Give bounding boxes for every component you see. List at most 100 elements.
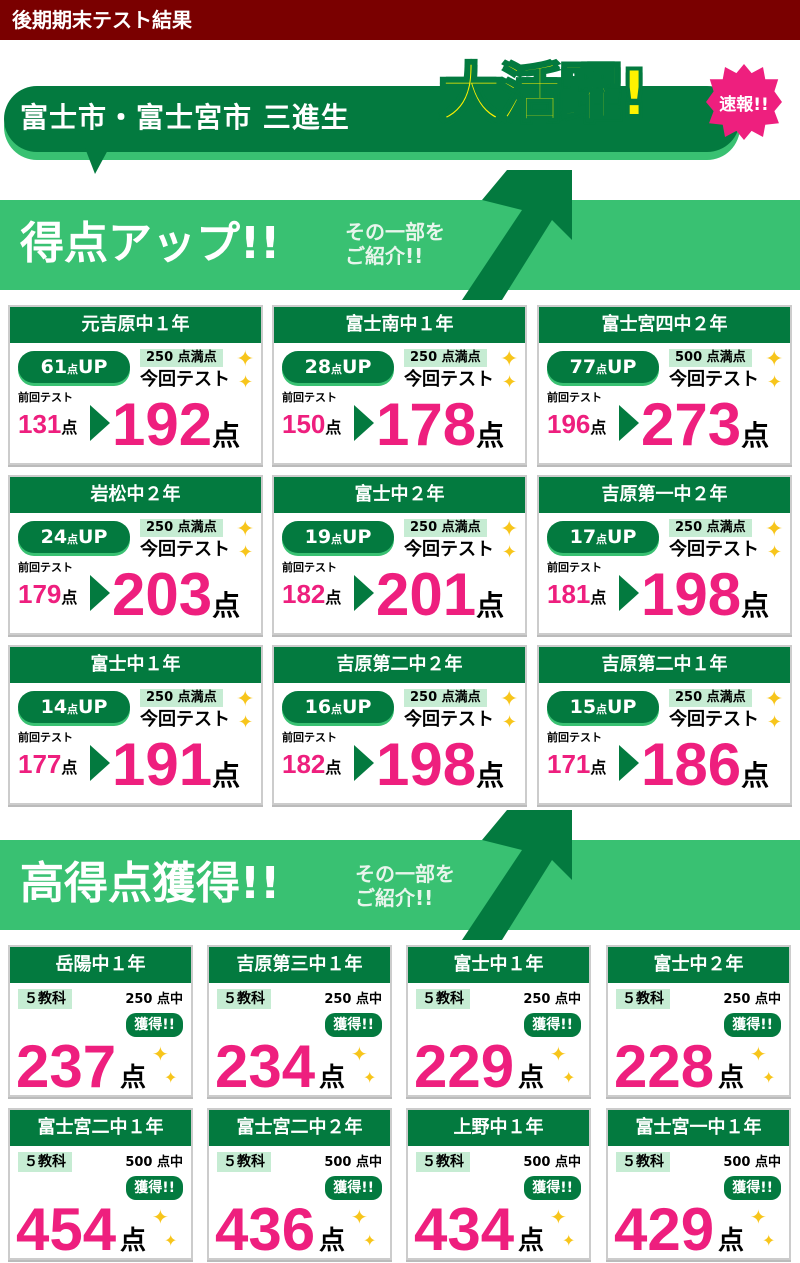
points-up-bubble: 28点UP [282, 351, 394, 383]
previous-score: 182点 [282, 749, 341, 783]
previous-test-label: 前回テスト [18, 391, 73, 404]
unit: 点 [325, 418, 342, 437]
unit: 点 [325, 588, 342, 607]
score: 229 [414, 1033, 515, 1100]
sparkle-icon: ✦ [238, 372, 254, 393]
unit: 点 [61, 758, 78, 777]
max-score: 250 点中 [723, 992, 781, 1007]
school-name: 元吉原中１年 [10, 307, 261, 343]
points-up-bubble: 17点UP [547, 521, 659, 553]
achieved-bubble: 獲得!! [724, 1013, 781, 1037]
banner-bubble [4, 86, 740, 152]
points-up-bubble: 16点UP [282, 691, 394, 723]
unit: 点 [212, 589, 241, 622]
value: 179 [18, 579, 62, 609]
unit: 点 [596, 363, 608, 376]
score-up-card: 吉原第一中２年 17点UP 250 点満点 今回テスト ✦ ✦ 前回テスト 18… [537, 475, 792, 635]
achieved-bubble: 獲得!! [126, 1176, 183, 1200]
max-score: 250 点中 [125, 992, 183, 1007]
previous-score: 171点 [547, 749, 606, 783]
sparkle-icon: ✦ [502, 372, 518, 393]
achieved-bubble: 獲得!! [126, 1013, 183, 1037]
previous-score: 177点 [18, 749, 77, 783]
triangle-arrow-icon [90, 405, 110, 441]
triangle-arrow-icon [619, 405, 639, 441]
school-name: 富士南中１年 [274, 307, 525, 343]
up-value: 14 [40, 696, 68, 718]
max-score: 500 点満点 [669, 349, 752, 367]
achieved-bubble: 獲得!! [325, 1013, 382, 1037]
achieved-bubble: 獲得!! [524, 1013, 581, 1037]
point-unit: 点 [718, 1063, 745, 1093]
school-name: 富士宮二中１年 [10, 1110, 191, 1146]
score: 434 [414, 1196, 515, 1263]
triangle-arrow-icon [354, 575, 374, 611]
sub-line: その一部を [355, 862, 455, 886]
school-name: 吉原第一中２年 [539, 477, 790, 513]
current-test-label: 今回テスト [669, 539, 759, 560]
sub-line: ご紹介!! [345, 244, 424, 268]
unit: 点 [61, 588, 78, 607]
unit: 点 [325, 758, 342, 777]
sparkle-icon: ✦ [351, 1205, 368, 1229]
point-unit: 点 [718, 1226, 745, 1256]
high-score-card: 富士宮二中２年 ５教科 500 点中 獲得!! 436 点 ✦ ✦ [207, 1108, 392, 1260]
score: 234 [215, 1033, 316, 1100]
up-value: 16 [304, 696, 332, 718]
previous-score: 131点 [18, 409, 77, 443]
points-up-bubble: 15点UP [547, 691, 659, 723]
section-band-high [0, 840, 800, 930]
subjects-label: ５教科 [18, 1152, 72, 1172]
up-suffix: UP [607, 356, 637, 378]
up-suffix: UP [78, 356, 108, 378]
sparkle-icon: ✦ [500, 347, 519, 372]
current-test-label: 今回テスト [669, 709, 759, 730]
unit: 点 [476, 589, 505, 622]
max-score: 250 点中 [523, 992, 581, 1007]
sparkle-icon: ✦ [550, 1205, 567, 1229]
school-name: 上野中１年 [408, 1110, 589, 1146]
sparkle-icon: ✦ [152, 1042, 169, 1066]
sparkle-icon: ✦ [562, 1068, 576, 1087]
point-unit: 点 [120, 1063, 147, 1093]
triangle-arrow-icon [619, 575, 639, 611]
current-score: 198点 [641, 565, 769, 636]
value: 171 [547, 749, 591, 779]
score-up-card: 吉原第二中１年 15点UP 250 点満点 今回テスト ✦ ✦ 前回テスト 17… [537, 645, 792, 805]
achieved-bubble: 獲得!! [325, 1176, 382, 1200]
up-value: 77 [569, 356, 597, 378]
sparkle-icon: ✦ [767, 712, 783, 733]
value: 203 [112, 561, 213, 628]
max-score: 500 点中 [723, 1155, 781, 1170]
up-value: 15 [569, 696, 597, 718]
points-up-bubble: 24点UP [18, 521, 130, 553]
up-suffix: UP [607, 696, 637, 718]
score-up-card: 吉原第二中２年 16点UP 250 点満点 今回テスト ✦ ✦ 前回テスト 18… [272, 645, 527, 805]
max-score: 250 点満点 [140, 689, 223, 707]
triangle-arrow-icon [354, 745, 374, 781]
up-suffix: UP [78, 526, 108, 548]
banner-headline: 大活躍! [439, 56, 649, 131]
unit: 点 [331, 533, 343, 546]
current-score: 191点 [112, 735, 240, 806]
previous-score: 181点 [547, 579, 606, 613]
sparkle-icon: ✦ [236, 687, 255, 712]
previous-test-label: 前回テスト [282, 561, 337, 574]
up-suffix: UP [342, 356, 372, 378]
triangle-arrow-icon [90, 575, 110, 611]
value: 186 [641, 731, 742, 798]
value: 131 [18, 409, 62, 439]
section-band-up [0, 200, 800, 290]
school-name: 岩松中２年 [10, 477, 261, 513]
unit: 点 [331, 363, 343, 376]
subjects-label: ５教科 [217, 1152, 271, 1172]
current-test-label: 今回テスト [140, 539, 230, 560]
max-score: 250 点満点 [404, 519, 487, 537]
value: 192 [112, 391, 213, 458]
score-up-card: 富士中２年 19点UP 250 点満点 今回テスト ✦ ✦ 前回テスト 182点… [272, 475, 527, 635]
points-up-bubble: 19点UP [282, 521, 394, 553]
previous-test-label: 前回テスト [282, 391, 337, 404]
sparkle-icon: ✦ [500, 687, 519, 712]
value: 178 [376, 391, 477, 458]
sub-line: その一部を [345, 220, 445, 244]
